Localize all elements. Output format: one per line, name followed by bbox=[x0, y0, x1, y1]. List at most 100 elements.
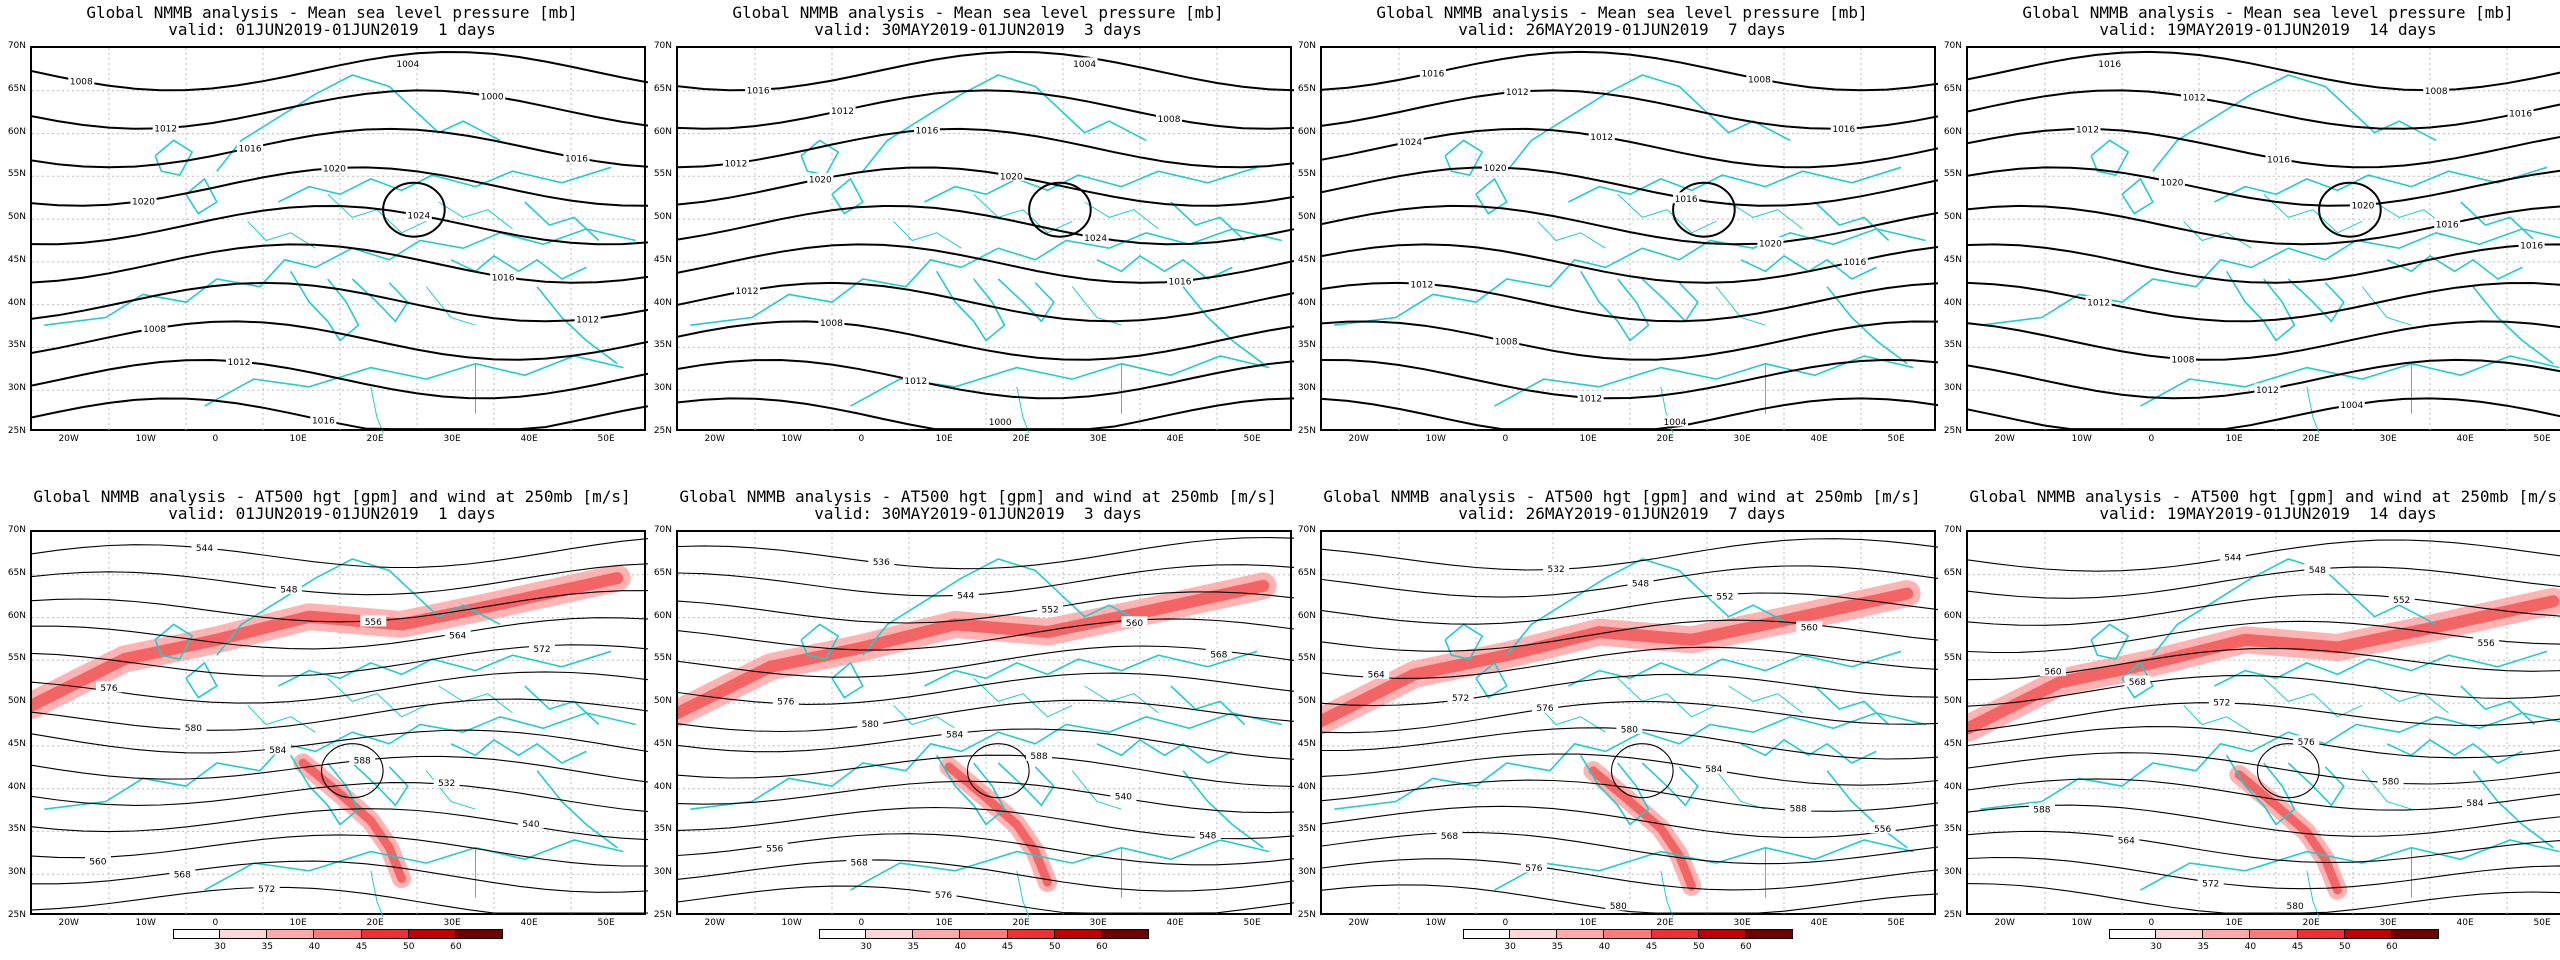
isoline bbox=[1322, 320, 1938, 361]
closed-isoline bbox=[1610, 743, 1674, 799]
latitude-tick-label: 40N bbox=[1297, 781, 1316, 792]
contour-label-bg bbox=[952, 588, 979, 600]
contour-label-bg bbox=[2423, 84, 2450, 96]
colorbar-label: 60 bbox=[1096, 942, 1108, 952]
coastline bbox=[2121, 661, 2154, 699]
contour-label-bg bbox=[2518, 238, 2545, 250]
country-border bbox=[1084, 685, 1159, 714]
latitude-tick-label: 25N bbox=[653, 910, 672, 920]
latitude-tick-label: 65N bbox=[7, 83, 26, 94]
latitude-tick-label: 70N bbox=[7, 41, 26, 51]
colorbar-label: 40 bbox=[2244, 942, 2257, 952]
contour-label: 536 bbox=[873, 558, 890, 568]
contour-label-bg bbox=[2170, 353, 2196, 364]
closed-isoline bbox=[2256, 743, 2320, 799]
longitude-tick-label: 40E bbox=[2456, 918, 2474, 928]
contour-label: 580 bbox=[185, 724, 202, 734]
contour-label-bg bbox=[152, 122, 179, 134]
isoline bbox=[32, 617, 648, 650]
panel-title: Global NMMB analysis - AT500 hgt [gpm] a… bbox=[1969, 487, 2560, 506]
country-border bbox=[425, 770, 476, 810]
contour-label: 1020 bbox=[809, 176, 832, 186]
longitude-tick-label: 10E bbox=[1579, 434, 1597, 444]
country-border bbox=[2263, 193, 2363, 234]
latitude-tick-label: 30N bbox=[7, 867, 26, 878]
contour-label: 1012 bbox=[576, 316, 599, 326]
colorbar-segment bbox=[2250, 929, 2298, 939]
contour-label-bg bbox=[1156, 112, 1182, 124]
contour-label: 1000 bbox=[989, 418, 1012, 428]
contour-label-bg bbox=[2124, 675, 2151, 687]
contour-label: 1012 bbox=[736, 287, 759, 297]
country-border bbox=[1715, 770, 1766, 810]
contour-label: 1012 bbox=[1579, 394, 1602, 404]
closed-isoline bbox=[382, 181, 446, 238]
isoline bbox=[1968, 89, 2560, 130]
contour-label: 1024 bbox=[407, 212, 430, 222]
contour-label-bg bbox=[1397, 135, 1424, 147]
latitude-tick-label: 55N bbox=[7, 169, 26, 180]
contour-label: 576 bbox=[1536, 704, 1553, 714]
contour-label: 576 bbox=[777, 697, 794, 707]
isoline bbox=[678, 780, 1294, 814]
longitude-tick-label: 10W bbox=[2071, 434, 2092, 444]
isoline bbox=[678, 728, 1294, 760]
contour-label-bg bbox=[2208, 696, 2235, 707]
latitude-tick-label: 65N bbox=[653, 567, 672, 578]
longitude-tick-label: 0 bbox=[858, 434, 865, 444]
closed-isoline bbox=[1028, 181, 1092, 238]
coastline bbox=[204, 355, 624, 407]
contour-label-bg bbox=[253, 882, 280, 894]
contour-label-bg bbox=[1071, 57, 1098, 69]
contour-label-bg bbox=[310, 414, 337, 426]
contour-label: 548 bbox=[1632, 580, 1649, 590]
coastline bbox=[1506, 74, 1791, 172]
longitude-tick-label: 50E bbox=[1887, 918, 1905, 928]
contour-label-bg bbox=[490, 270, 517, 282]
isoline bbox=[1968, 675, 2560, 707]
contour-label-bg bbox=[2197, 877, 2224, 889]
contour-label-bg bbox=[96, 681, 122, 693]
contour-label: 580 bbox=[2287, 902, 2304, 912]
latitude-tick-label: 50N bbox=[653, 696, 672, 707]
longitude-tick-label: 40E bbox=[520, 918, 538, 928]
colorbar-label: 30 bbox=[2150, 942, 2162, 952]
longitude-tick-label: 20W bbox=[58, 918, 79, 928]
coastline bbox=[1568, 650, 1902, 687]
jet-stream-core bbox=[1588, 766, 1696, 891]
country-border bbox=[893, 220, 962, 249]
longitude-tick-label: 50E bbox=[1243, 434, 1261, 444]
latitude-tick-label: 35N bbox=[1297, 340, 1316, 351]
isoline bbox=[678, 320, 1294, 361]
contour-label: 560 bbox=[89, 858, 106, 868]
colorbar-segment bbox=[1604, 929, 1652, 939]
longitude-tick-label: 20E bbox=[2302, 918, 2320, 928]
coastline bbox=[800, 623, 840, 661]
contour-label-bg bbox=[1037, 603, 1064, 615]
coastline bbox=[862, 74, 1147, 172]
colorbar-segment bbox=[819, 929, 867, 939]
contour-label: 1016 bbox=[1675, 195, 1698, 205]
coastline bbox=[154, 139, 194, 177]
contour-label: 576 bbox=[100, 684, 117, 694]
contour-label-bg bbox=[1167, 275, 1193, 287]
coastline bbox=[924, 650, 1258, 687]
longitude-tick-label: 20W bbox=[58, 434, 79, 444]
contour-label-bg bbox=[226, 355, 252, 367]
country-border bbox=[2306, 870, 2320, 917]
coastline bbox=[2140, 839, 2560, 891]
isoline bbox=[1322, 646, 1938, 679]
contour-label: 1016 bbox=[565, 154, 588, 164]
colorbar-segment bbox=[1510, 929, 1558, 939]
latitude-tick-label: 50N bbox=[1297, 212, 1316, 223]
map-frame: 532 548 552 560 564 572 576 580 584 588 556 568 576 5… bbox=[1320, 530, 1938, 917]
isoline bbox=[678, 645, 1294, 678]
contour-label: 556 bbox=[2478, 639, 2495, 649]
longitude-tick-label: 40E bbox=[1166, 918, 1184, 928]
isoline bbox=[1968, 397, 2560, 431]
contour-label: 564 bbox=[2118, 837, 2135, 847]
isoline bbox=[32, 671, 648, 704]
longitude-tick-label: 10E bbox=[1579, 918, 1597, 928]
contour-label: 588 bbox=[1790, 805, 1807, 815]
latitude-tick-label: 45N bbox=[7, 738, 26, 749]
